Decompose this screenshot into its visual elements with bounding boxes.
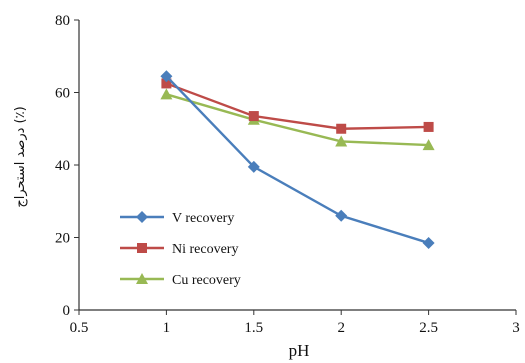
x-axis-title: pH: [289, 341, 310, 360]
data-point-v-recovery: [422, 236, 435, 249]
series-line-ni-recovery: [165, 82, 429, 130]
legend-item-v-recovery: V recovery: [120, 211, 234, 226]
series-line-cu-recovery: [166, 93, 429, 147]
x-tick-label: 1: [163, 320, 171, 336]
y-axis-title: درصد استحراج (٪): [13, 106, 28, 207]
data-point-cu-recovery: [335, 135, 348, 147]
data-point-cu-recovery: [422, 139, 435, 151]
data-point-cu-recovery: [160, 88, 173, 100]
y-tick-label: 0: [63, 303, 71, 319]
series-layer: [160, 70, 435, 249]
legend-item-cu-recovery: Cu recovery: [120, 273, 241, 288]
data-point-ni-recovery: [423, 121, 434, 132]
legend-label: V recovery: [172, 211, 234, 226]
x-axis-ticks: 0.5 1 1.5 2 2.5 3: [70, 310, 520, 336]
chart-axes: [78, 20, 516, 311]
x-tick-label: 3: [512, 320, 520, 336]
series-v-recovery: [160, 70, 435, 249]
series-cu-recovery: [160, 88, 435, 151]
legend-label: Ni recovery: [172, 242, 238, 257]
x-tick-label: 2.5: [419, 320, 438, 336]
x-tick-label: 0.5: [70, 320, 89, 336]
legend: V recovery Ni recovery Cu recovery: [120, 211, 241, 288]
legend-label: Cu recovery: [172, 273, 241, 288]
y-tick-label: 60: [55, 86, 70, 102]
y-tick-label: 40: [55, 158, 70, 174]
x-tick-label: 2: [337, 320, 345, 336]
data-point-ni-recovery: [248, 111, 259, 122]
y-tick-label: 20: [55, 231, 70, 247]
series-line-v-recovery: [165, 75, 429, 245]
y-axis-ticks: 0 20 40 60 80: [55, 13, 79, 319]
data-point-v-recovery: [335, 209, 348, 222]
series-ni-recovery: [161, 78, 434, 134]
x-tick-label: 1.5: [244, 320, 263, 336]
data-point-ni-recovery: [161, 78, 172, 89]
legend-swatch-marker: [136, 273, 148, 284]
y-tick-label: 80: [55, 13, 70, 29]
legend-item-ni-recovery: Ni recovery: [120, 242, 238, 257]
data-point-ni-recovery: [336, 123, 347, 134]
data-point-v-recovery: [247, 160, 260, 173]
data-point-v-recovery: [160, 70, 173, 83]
legend-swatch-marker: [136, 211, 148, 223]
legend-swatch-marker: [137, 243, 147, 253]
